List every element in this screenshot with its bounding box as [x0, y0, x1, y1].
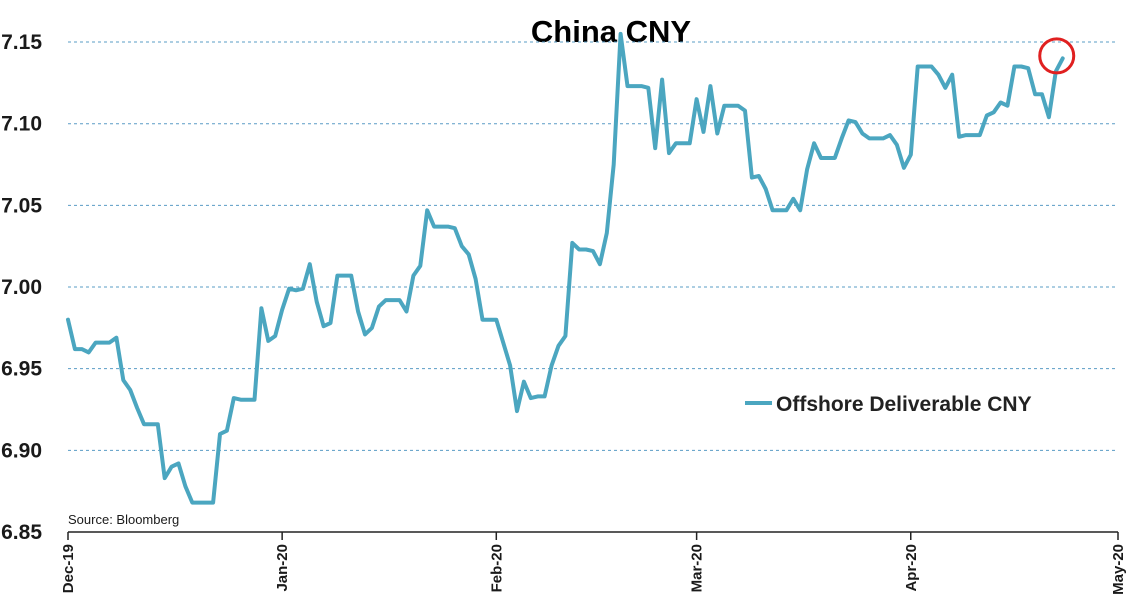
highlight-circle: [1038, 37, 1076, 75]
x-tick-label: Dec-19: [60, 544, 77, 593]
y-tick-label: 7.15: [1, 31, 42, 54]
x-tick-label: May-20: [1110, 544, 1127, 595]
legend: Offshore Deliverable CNY: [745, 393, 1032, 416]
annotations: [1038, 37, 1076, 75]
x-tick-label: Apr-20: [903, 544, 920, 592]
series-layer: [66, 31, 1065, 505]
y-tick-label: 7.05: [1, 194, 42, 217]
y-tick-label: 6.85: [1, 521, 42, 544]
series-line-offshore-cny: [66, 31, 1065, 505]
x-tick-label: Jan-20: [274, 544, 291, 592]
chart-title: China CNY: [530, 14, 692, 49]
grid-lines: [68, 41, 1118, 451]
source-note: Source: Bloomberg: [68, 512, 179, 527]
legend-label: Offshore Deliverable CNY: [776, 393, 1032, 416]
x-tick-label: Mar-20: [689, 544, 706, 592]
y-tick-label: 6.90: [1, 439, 42, 462]
y-tick-label: 7.10: [1, 113, 42, 136]
axes: 6.85 6.90 6.95 7.00 7.05 7.10 7.15 Dec-19 Jan-20…: [1, 31, 1127, 595]
y-tick-label: 6.95: [1, 358, 42, 381]
y-tick-label: 7.00: [1, 276, 42, 299]
x-tick-label: Feb-20: [488, 544, 505, 592]
